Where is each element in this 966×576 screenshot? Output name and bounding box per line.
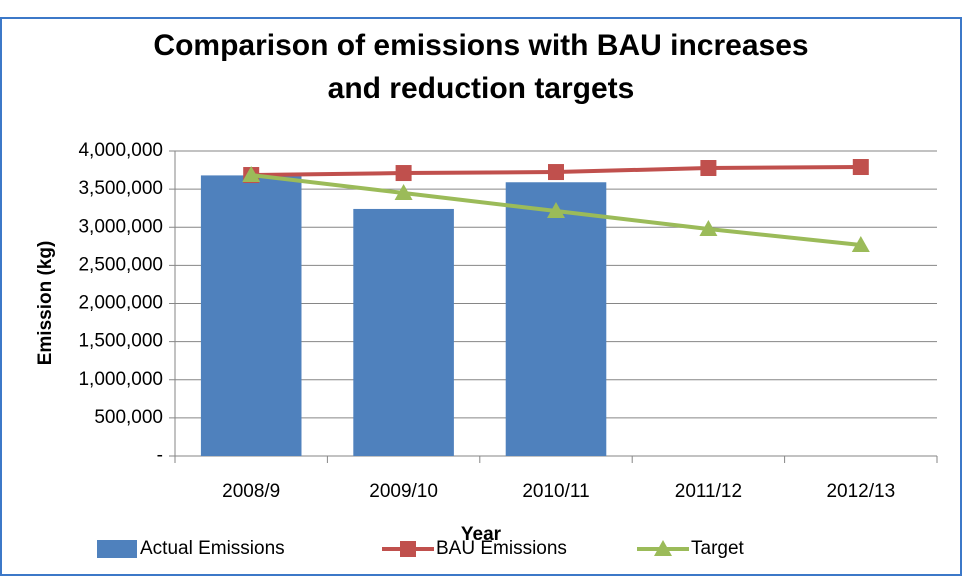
marker [242, 166, 261, 183]
x-tick-label: 2012/13 [826, 481, 895, 502]
y-tick-label: - [157, 445, 163, 466]
y-tick-label: 3,500,000 [78, 178, 163, 199]
marker [394, 184, 413, 201]
x-axis-title: Year [461, 524, 502, 545]
legend-marker [400, 541, 416, 557]
y-tick-label: 2,000,000 [78, 293, 163, 314]
y-tick-label: 3,000,000 [78, 216, 163, 237]
legend-label: Target [691, 538, 745, 559]
marker [395, 165, 412, 182]
chart-title: Comparison of emissions with BAU increas… [153, 29, 808, 62]
x-tick-label: 2010/11 [522, 481, 589, 502]
legend-swatch [97, 540, 137, 558]
marker [547, 202, 565, 219]
chart-title: and reduction targets [328, 72, 635, 105]
marker [699, 220, 718, 237]
legend-label: Actual Emissions [140, 538, 285, 559]
marker [852, 159, 869, 176]
y-axis-title: Emission (kg) [35, 241, 56, 366]
marker [700, 160, 717, 177]
y-tick-label: 1,500,000 [78, 331, 163, 352]
bar [505, 182, 607, 456]
y-tick-label: 4,000,000 [78, 140, 163, 161]
x-tick-label: 2008/9 [222, 481, 280, 502]
marker [548, 164, 564, 181]
y-tick-label: 2,500,000 [78, 254, 163, 275]
chart-border [0, 17, 962, 576]
legend-label: BAU Emissions [436, 538, 567, 559]
y-tick-label: 500,000 [94, 407, 163, 428]
bar [200, 175, 302, 456]
bar [353, 208, 454, 456]
y-tick-label: 1,000,000 [78, 369, 163, 390]
x-tick-label: 2011/12 [675, 481, 742, 502]
legend-marker [654, 540, 672, 556]
marker [851, 236, 870, 253]
x-tick-label: 2009/10 [369, 481, 438, 502]
